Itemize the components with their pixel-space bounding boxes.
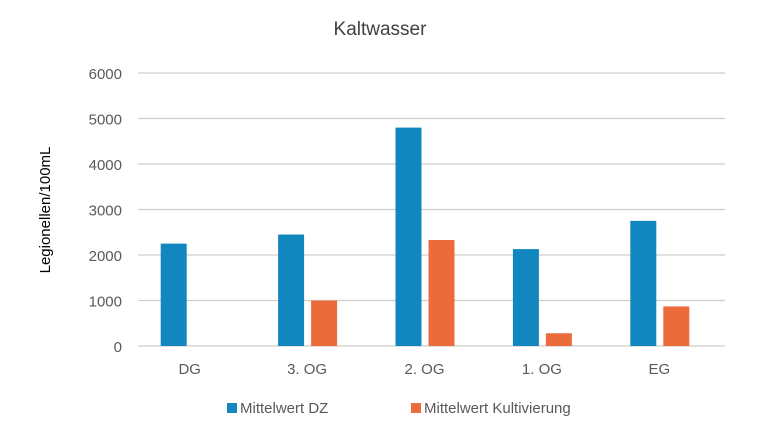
y-tick-label: 4000 (89, 157, 122, 174)
bar-dz (278, 234, 305, 346)
bar-dz (512, 249, 539, 346)
x-tick-label: 3. OG (287, 361, 327, 378)
y-tick-label: 5000 (89, 112, 122, 129)
y-tick-label: 6000 (89, 66, 122, 83)
y-axis-label: Legionellen/100mL (37, 147, 54, 274)
bar-kultivierung (428, 239, 455, 346)
bar-kultivierung (663, 306, 690, 346)
x-tick-label: 2. OG (404, 361, 444, 378)
bar-dz (395, 127, 422, 346)
y-tick-label: 3000 (89, 203, 122, 220)
chart-title: Kaltwasser (334, 19, 428, 40)
legend-label: Mittelwert Kultivierung (424, 400, 571, 417)
bar-dz (630, 220, 657, 346)
y-tick-label: 1000 (89, 294, 122, 311)
y-tick-label: 0 (114, 339, 122, 356)
legend-swatch (411, 403, 421, 413)
bar-kultivierung (545, 333, 572, 346)
legend-swatch (227, 403, 237, 413)
bar-dz (160, 243, 187, 346)
y-tick-label: 2000 (89, 248, 122, 265)
bar-kultivierung (311, 300, 338, 346)
x-tick-label: EG (648, 361, 670, 378)
x-tick-label: 1. OG (522, 361, 562, 378)
x-tick-label: DG (178, 361, 201, 378)
legend-label: Mittelwert DZ (240, 400, 328, 417)
